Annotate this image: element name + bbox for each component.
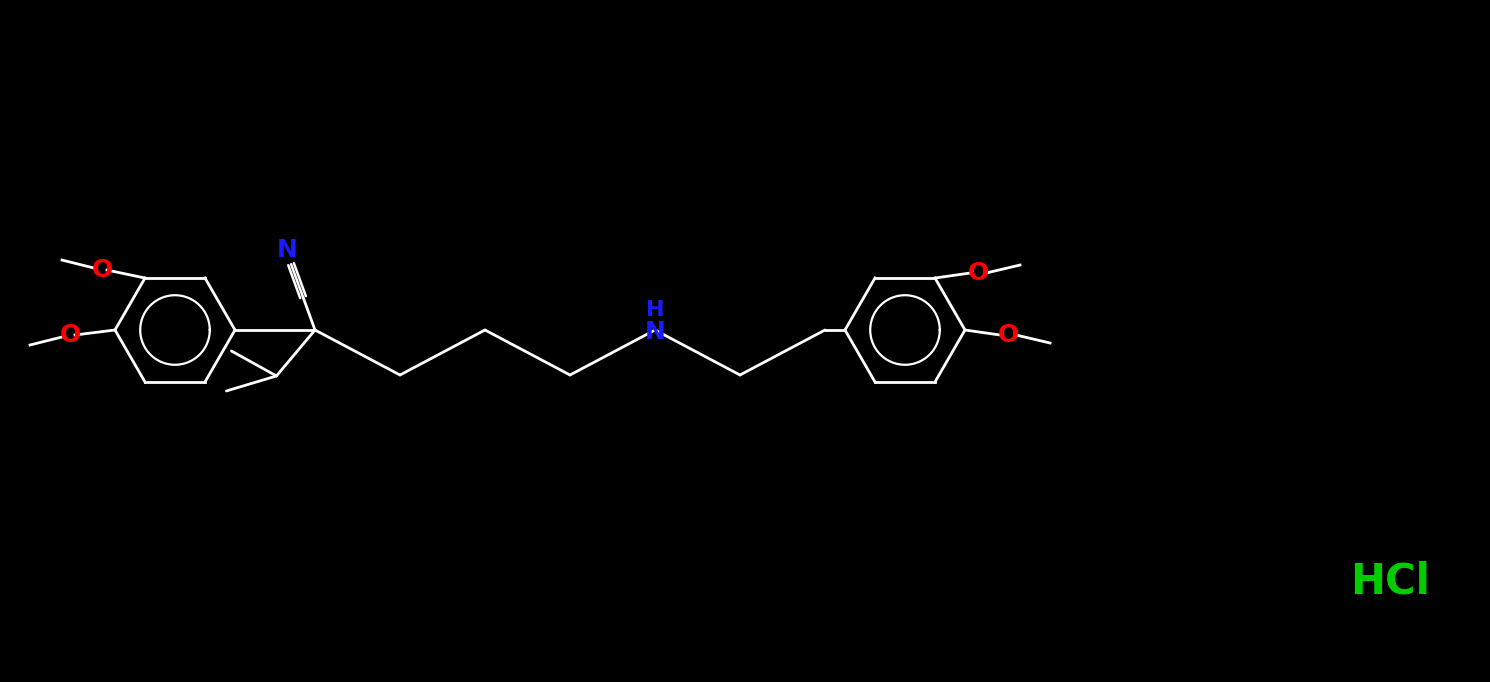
- Text: HCl: HCl: [1350, 561, 1430, 603]
- Text: H: H: [645, 300, 665, 320]
- Text: O: O: [997, 323, 1019, 347]
- Text: O: O: [91, 258, 113, 282]
- Text: O: O: [60, 323, 80, 347]
- Text: N: N: [645, 320, 666, 344]
- Text: N: N: [277, 238, 298, 262]
- Text: O: O: [967, 261, 989, 285]
